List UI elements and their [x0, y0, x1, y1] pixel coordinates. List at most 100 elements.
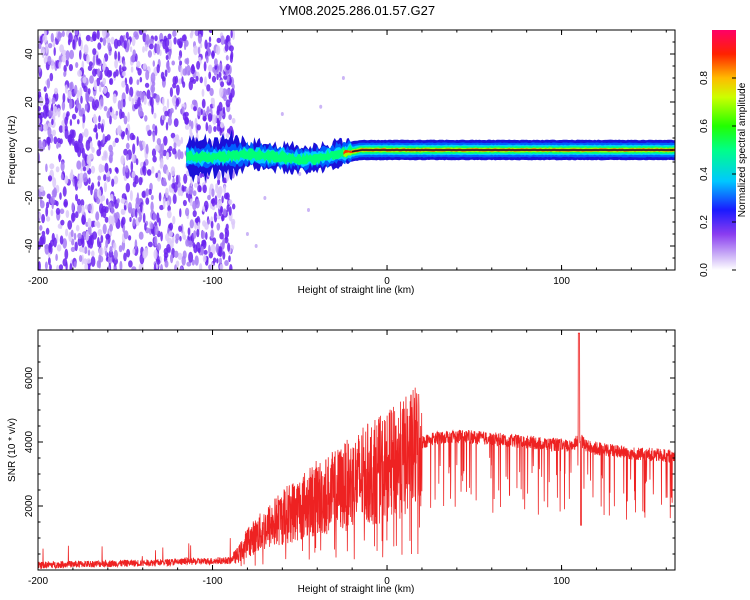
noise-point	[152, 60, 155, 67]
noise-point	[229, 92, 233, 103]
noise-point	[136, 79, 140, 86]
noise-point	[230, 30, 233, 39]
figure-title: YM08.2025.286.01.57.G27	[279, 3, 435, 18]
noise-point	[103, 182, 107, 193]
noise-point	[75, 194, 78, 202]
noise-point	[81, 214, 86, 225]
noise-point	[48, 257, 51, 266]
noise-point	[191, 63, 195, 72]
noise-point	[57, 107, 61, 118]
noise-point	[142, 63, 147, 70]
noise-point	[71, 202, 75, 212]
noise-point	[162, 96, 165, 106]
noise-point	[187, 227, 191, 236]
noise-point	[108, 250, 114, 258]
noise-point	[38, 261, 41, 270]
noise-point	[131, 266, 137, 270]
noise-point	[96, 77, 101, 87]
noise-point	[216, 37, 222, 44]
noise-point	[200, 248, 204, 255]
noise-point	[140, 201, 143, 213]
noise-point	[166, 98, 170, 109]
noise-point	[129, 46, 133, 53]
noise-point	[42, 34, 48, 44]
noise-point	[61, 30, 65, 37]
noise-point	[73, 261, 77, 268]
noise-point	[201, 88, 205, 97]
noise-point	[44, 261, 48, 270]
noise-point	[228, 114, 232, 121]
noise-point	[178, 37, 183, 49]
noise-point	[210, 244, 216, 255]
noise-point	[165, 151, 170, 160]
noise-point	[104, 135, 109, 143]
noise-point	[173, 250, 179, 258]
noise-point	[298, 172, 302, 176]
noise-point	[58, 125, 64, 133]
noise-point	[165, 187, 169, 198]
noise-point	[80, 204, 85, 215]
noise-point	[102, 208, 107, 219]
noise-point	[75, 145, 80, 153]
noise-point	[202, 184, 207, 194]
noise-point	[173, 118, 179, 128]
noise-point	[158, 192, 162, 202]
noise-point	[154, 125, 158, 136]
noise-point	[64, 175, 69, 185]
noise-point	[62, 238, 67, 249]
noise-point	[142, 30, 147, 34]
noise-point	[55, 253, 58, 261]
x-tick-label: -100	[203, 276, 223, 287]
noise-point	[132, 217, 136, 227]
noise-point	[190, 120, 194, 130]
noise-point	[194, 217, 199, 224]
noise-point	[131, 170, 136, 178]
noise-point	[126, 248, 131, 258]
noise-point	[123, 148, 128, 156]
noise-point	[84, 104, 88, 112]
noise-point	[67, 220, 73, 230]
noise-point	[181, 76, 184, 85]
noise-point	[147, 50, 152, 58]
noise-point	[60, 161, 65, 172]
noise-point	[86, 154, 92, 165]
noise-point	[74, 241, 78, 252]
noise-point	[225, 192, 230, 200]
noise-point	[180, 67, 184, 77]
noise-point	[147, 241, 153, 248]
noise-point	[197, 33, 202, 44]
noise-point	[61, 100, 66, 111]
noise-point	[83, 44, 89, 55]
noise-point	[201, 98, 206, 109]
noise-point	[46, 193, 51, 199]
noise-point	[164, 37, 170, 48]
noise-point	[102, 37, 107, 46]
noise-point	[55, 166, 60, 173]
noise-point	[102, 223, 107, 235]
noise-point	[129, 217, 132, 222]
noise-point	[229, 53, 233, 64]
noise-point	[143, 95, 147, 105]
noise-point	[164, 260, 169, 268]
noise-point	[179, 60, 183, 66]
noise-point	[75, 30, 78, 36]
noise-point	[136, 192, 140, 204]
noise-point	[102, 30, 107, 38]
noise-point	[103, 174, 107, 182]
noise-point	[120, 208, 125, 215]
noise-point	[181, 34, 187, 42]
noise-point	[153, 249, 158, 260]
noise-point	[96, 68, 101, 78]
noise-point	[69, 49, 74, 60]
noise-point	[184, 116, 189, 125]
noise-point	[84, 263, 89, 270]
noise-point	[97, 42, 102, 50]
noise-point	[160, 143, 165, 153]
noise-point	[107, 201, 112, 210]
noise-point	[122, 60, 126, 67]
noise-point	[117, 51, 121, 62]
noise-point	[165, 121, 169, 131]
noise-point	[118, 245, 123, 253]
noise-point	[198, 186, 202, 193]
